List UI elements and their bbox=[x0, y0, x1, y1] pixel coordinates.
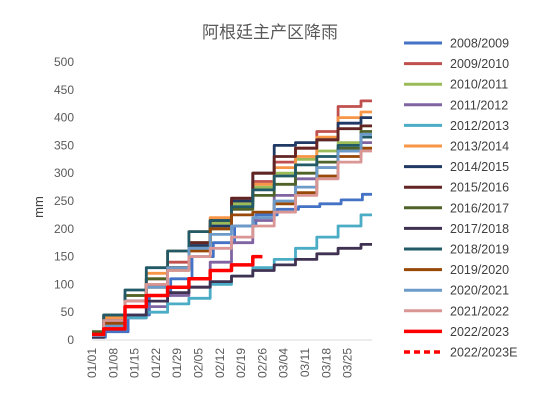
plot-area bbox=[92, 99, 372, 339]
x-tick-label: 01/15 bbox=[128, 348, 142, 378]
y-axis: 0 50 100 150 200 250 300 350 400 450 500 bbox=[54, 55, 74, 347]
x-tick-label: 01/08 bbox=[106, 348, 120, 378]
y-tick-label: 250 bbox=[54, 194, 74, 208]
legend-label: 2015/2016 bbox=[450, 181, 509, 195]
x-tick-label: 02/12 bbox=[213, 348, 227, 378]
legend-label: 2010/2011 bbox=[450, 78, 508, 92]
y-tick-label: 150 bbox=[54, 250, 74, 264]
legend-label: 2021/2022 bbox=[450, 304, 509, 318]
y-tick-label: 50 bbox=[61, 305, 75, 319]
legend-label: 2017/2018 bbox=[450, 222, 509, 236]
x-axis: 01/01 01/08 01/15 01/22 01/29 02/05 02/12 02/19… bbox=[85, 339, 372, 378]
legend-label: 2014/2015 bbox=[450, 160, 509, 174]
legend-label: 2019/2020 bbox=[450, 263, 509, 277]
y-tick-label: 100 bbox=[54, 277, 74, 291]
x-tick-label: 01/22 bbox=[149, 348, 163, 378]
legend-label: 2013/2014 bbox=[450, 140, 509, 154]
y-axis-label: mm bbox=[31, 196, 46, 218]
x-tick-label: 02/05 bbox=[192, 348, 206, 378]
legend-label: 2011/2012 bbox=[450, 98, 508, 112]
y-tick-label: 200 bbox=[54, 222, 74, 236]
y-tick-label: 500 bbox=[54, 55, 74, 69]
series-line-2022-2023 bbox=[92, 254, 263, 337]
legend-label: 2009/2010 bbox=[450, 57, 509, 71]
x-tick-label: 03/18 bbox=[319, 348, 333, 378]
y-tick-label: 0 bbox=[67, 333, 74, 347]
y-tick-label: 450 bbox=[54, 83, 74, 97]
chart-title: 阿根廷主产区降雨 bbox=[202, 23, 338, 43]
x-tick-label: 02/19 bbox=[234, 348, 248, 378]
legend-label: 2008/2009 bbox=[450, 37, 509, 51]
x-tick-label: 03/25 bbox=[341, 348, 355, 378]
legend-label: 2018/2019 bbox=[450, 243, 509, 257]
x-tick-label: 03/04 bbox=[277, 348, 291, 378]
x-tick-label: 03/11 bbox=[298, 348, 312, 377]
series-line-2017-2018 bbox=[92, 243, 372, 339]
y-tick-label: 400 bbox=[54, 111, 74, 125]
legend-label: 2020/2021 bbox=[450, 284, 509, 298]
x-tick-label: 01/01 bbox=[85, 348, 99, 378]
legend-label: 2012/2013 bbox=[450, 119, 509, 133]
legend: 2008/2009 2009/2010 2010/2011 2011/2012 2012… bbox=[404, 37, 517, 360]
x-tick-label: 01/29 bbox=[170, 348, 184, 378]
y-tick-label: 300 bbox=[54, 166, 74, 180]
y-tick-label: 350 bbox=[54, 138, 74, 152]
legend-label: 2016/2017 bbox=[450, 201, 509, 215]
legend-label: 2022/2023E bbox=[450, 346, 517, 360]
legend-label: 2022/2023 bbox=[450, 325, 509, 339]
series-line-2021-2022 bbox=[92, 149, 372, 336]
x-tick-label: 02/26 bbox=[255, 348, 269, 378]
